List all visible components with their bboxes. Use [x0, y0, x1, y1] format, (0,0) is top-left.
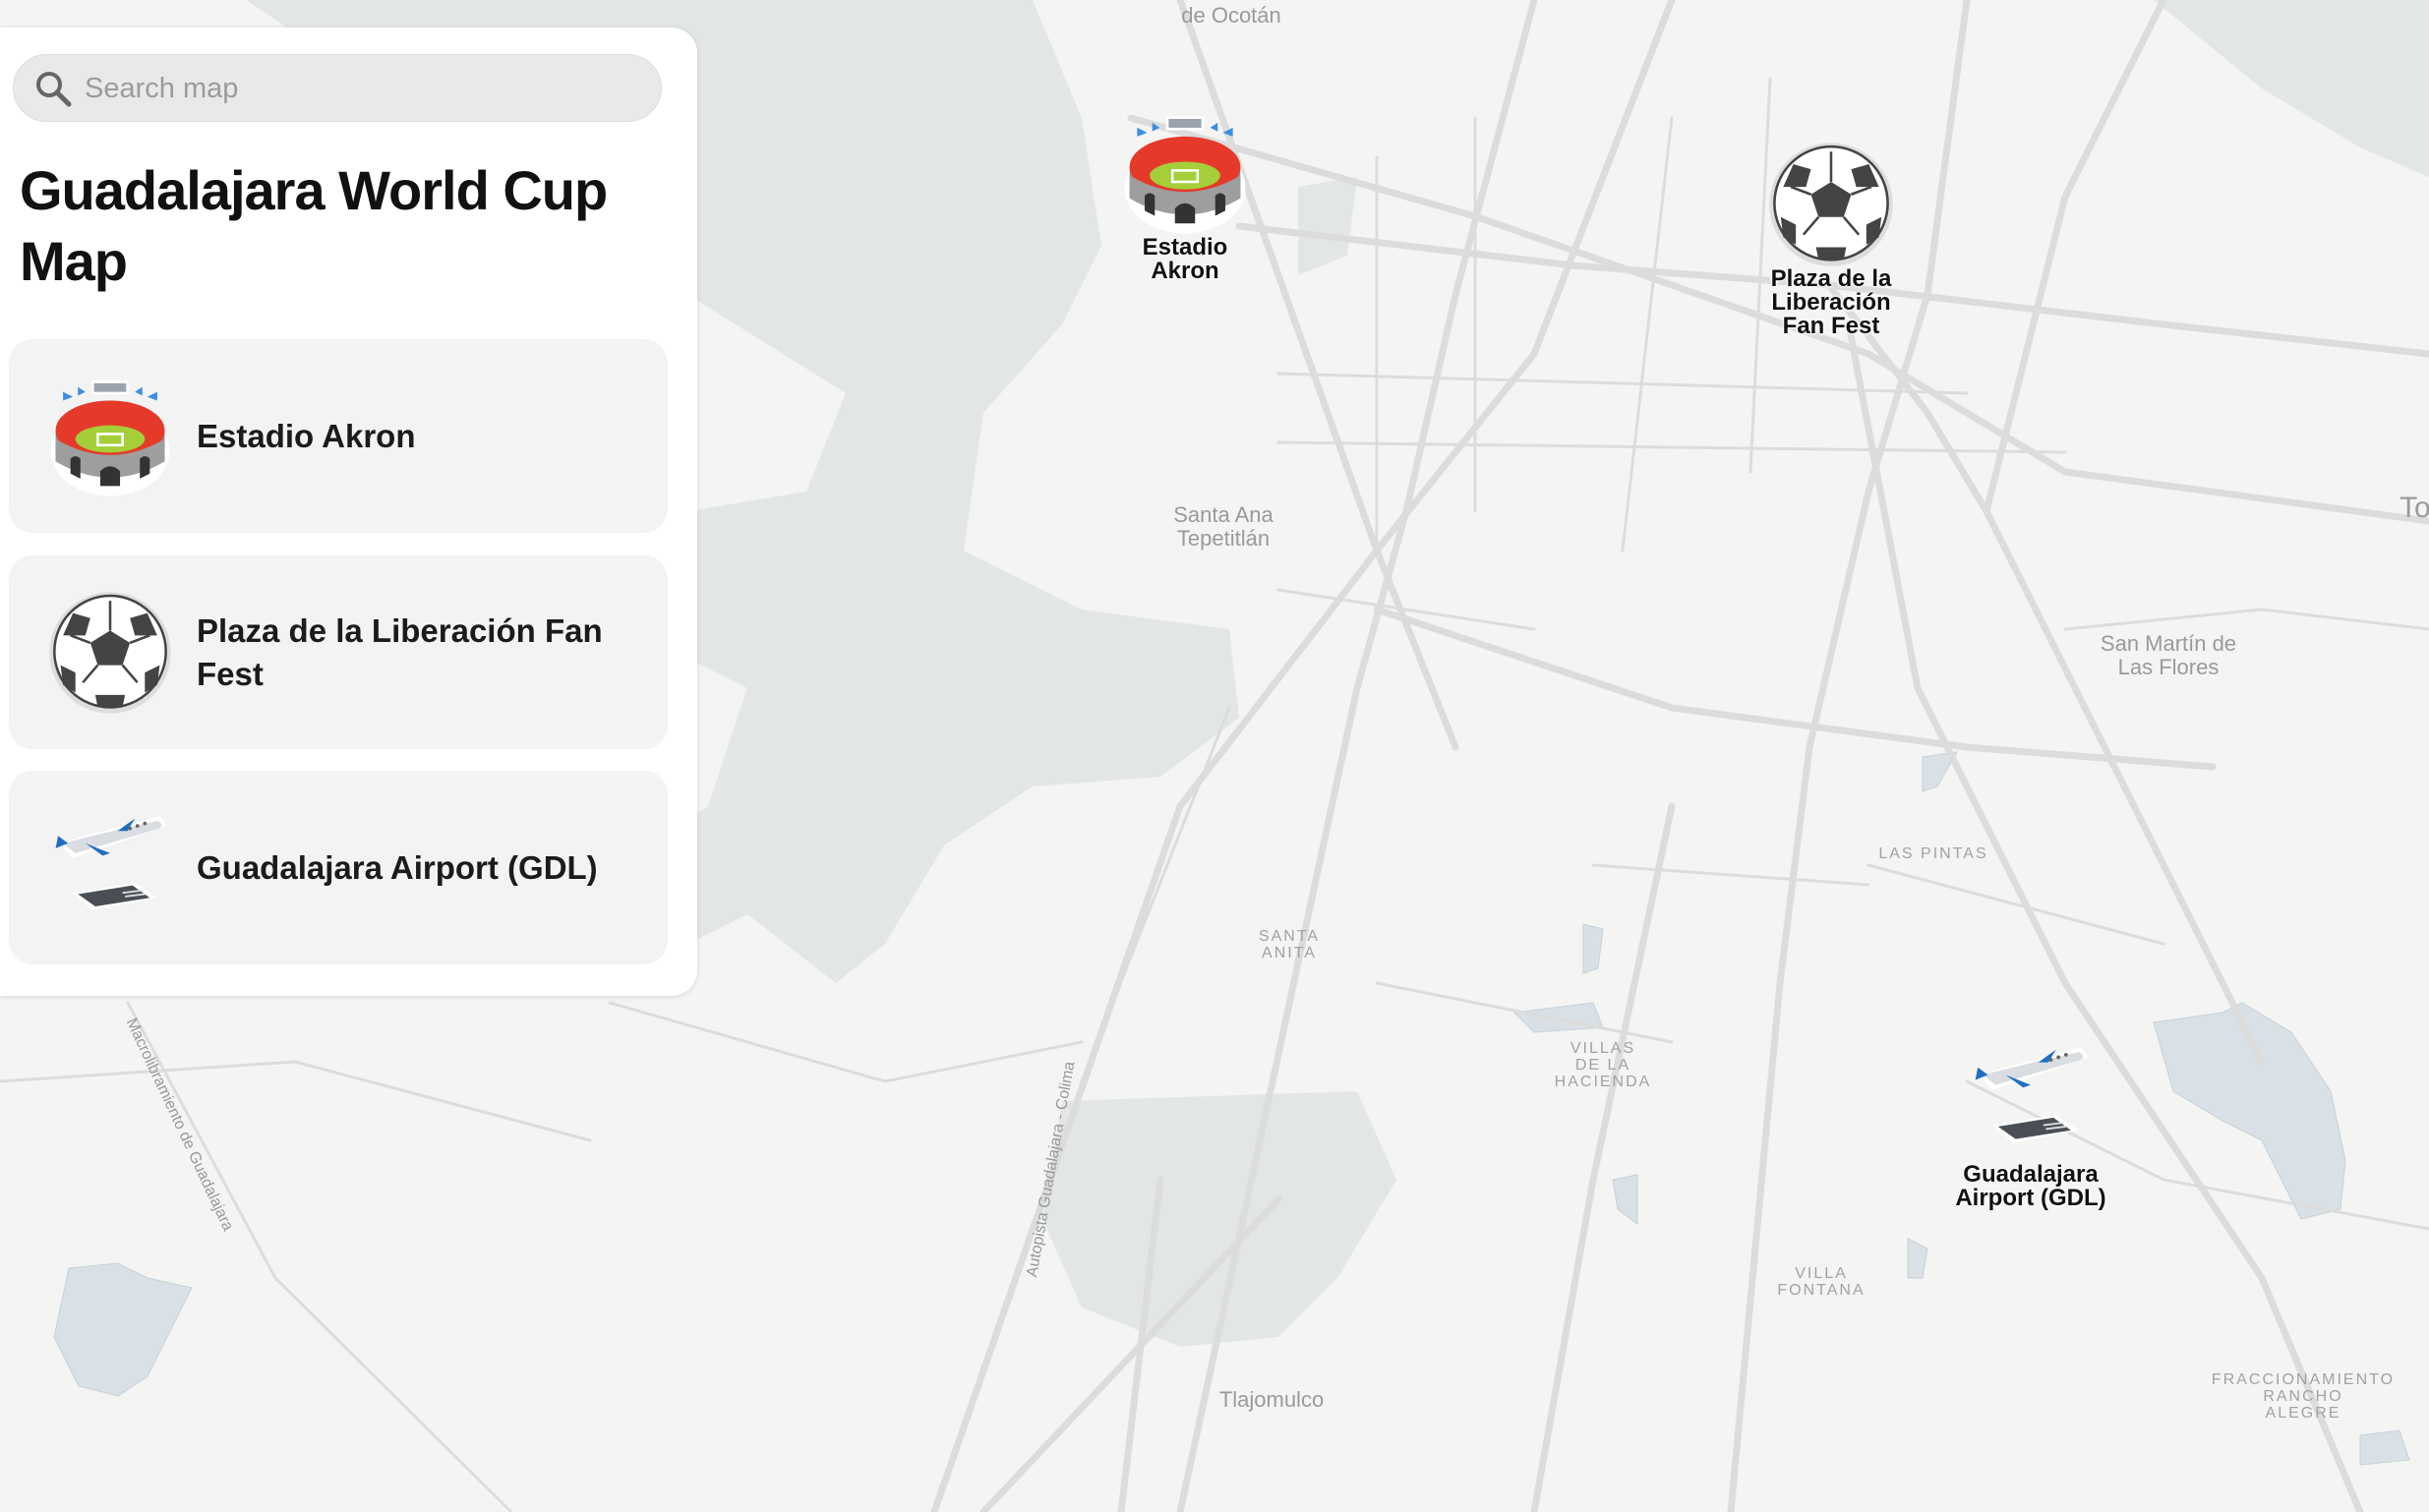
list-item-airport[interactable]: Guadalajara Airport (GDL)	[9, 771, 668, 964]
search-icon	[33, 69, 73, 108]
page-title: Guadalajara World Cup Map	[20, 159, 608, 292]
place-label-santa-anita: SANTA ANITA	[1258, 928, 1321, 961]
search-bar[interactable]	[13, 54, 662, 123]
list-item-label: Guadalajara Airport (GDL)	[197, 848, 598, 886]
place-label-san-martin: San Martín de Las Flores	[2100, 631, 2237, 679]
place-label-las-pintas: LAS PINTAS	[1878, 845, 1988, 862]
marker-label: Plaza de la Liberación Fan Fest	[1770, 265, 1892, 339]
place-label-tonala: Tonal	[2399, 492, 2429, 524]
place-label-ocotan: de Ocotán	[1181, 3, 1281, 28]
soccer-ball-icon	[1768, 142, 1894, 267]
map-parks	[246, 0, 2429, 1347]
search-input[interactable]	[83, 55, 637, 123]
stadium-icon	[48, 375, 172, 498]
sidebar-panel: Guadalajara World Cup Map Estadio Akron …	[0, 28, 697, 996]
place-label-santa-ana: Santa Ana Tepetitlán	[1173, 502, 1274, 551]
airplane-icon	[48, 806, 172, 930]
map-marker-estadio-akron[interactable]: Estadio Akron	[1087, 110, 1283, 283]
place-label-villa-fontana: VILLA FONTANA	[1777, 1265, 1866, 1299]
map-marker-airport[interactable]: Guadalajara Airport (GDL)	[1932, 1037, 2129, 1210]
place-label-rancho-alegre: FRACCIONAMIENTO RANCHO ALEGRE	[2211, 1371, 2396, 1422]
place-label-tlajomulco: Tlajomulco	[1218, 1387, 1325, 1412]
airplane-icon	[1968, 1037, 2094, 1163]
map-marker-plaza-liberacion[interactable]: Plaza de la Liberación Fan Fest	[1733, 142, 1929, 338]
list-item-label: Estadio Akron	[197, 417, 416, 454]
stadium-icon	[1122, 110, 1248, 236]
marker-label: Estadio Akron	[1142, 234, 1228, 284]
list-item-estadio-akron[interactable]: Estadio Akron	[9, 339, 668, 533]
place-label-villas-hacienda: VILLAS DE LA HACIENDA	[1554, 1040, 1652, 1090]
soccer-ball-icon	[48, 591, 172, 715]
list-item-plaza-liberacion[interactable]: Plaza de la Liberación Fan Fest	[9, 555, 668, 749]
marker-label: Guadalajara Airport (GDL)	[1955, 1161, 2106, 1211]
map-water	[53, 751, 2410, 1466]
list-item-label: Plaza de la Liberación Fan Fest	[197, 611, 603, 692]
